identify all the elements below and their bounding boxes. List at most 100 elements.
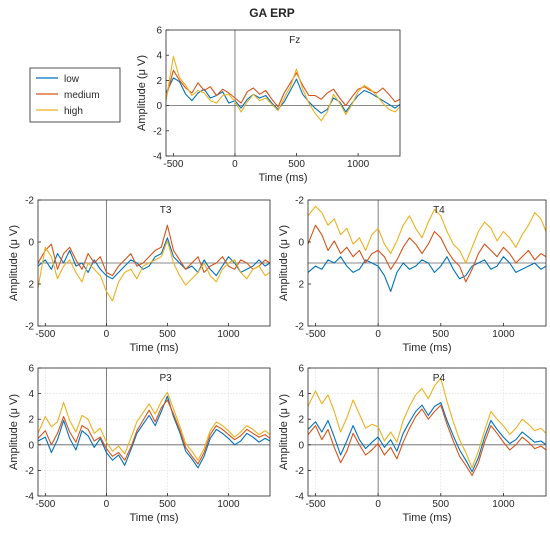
y-axis-label-fz: Amplitude (μ V): [136, 55, 148, 131]
y-axis-label-p4: Amplitude (μ V): [278, 394, 290, 470]
panel-t3: -500 0 500 1000 -2 0 2 -2 T3 Time (ms) Amplitude (…: [8, 196, 271, 354]
y-tick-label-fz-3: 2: [156, 76, 162, 87]
y-tick-label-p4-1: -2: [295, 466, 304, 477]
series-group-fz: [166, 55, 400, 122]
x-tick-label-t3-1: 0: [104, 329, 110, 340]
series-line-p3-high: [38, 391, 270, 461]
y-axis-label-t4: Amplitude (μ V): [278, 225, 290, 301]
x-tick-label-fz-0: -500: [163, 159, 183, 170]
series-group-t3: [38, 224, 270, 302]
y-tick-label-p3-4: 4: [28, 389, 34, 400]
y-tick-label-p4-4: 4: [298, 389, 304, 400]
series-line-p4-high: [308, 377, 546, 469]
x-axis-label-p3: Time (ms): [129, 512, 178, 524]
y-tick-label-t3-2: 2: [28, 280, 34, 291]
y-tick-label-p4-3: 2: [298, 415, 304, 426]
x-axis-label-p4: Time (ms): [402, 512, 451, 524]
series-line-t4-low: [308, 256, 546, 292]
series-line-p3-medium: [38, 399, 270, 465]
x-tick-label-p3-1: 0: [104, 499, 110, 510]
panel-fz: -500 0 500 1000 -4 -2 0 2 4 6 Fz Time (ms) Amplitude…: [136, 26, 401, 184]
panel-title-t3: T3: [160, 205, 172, 216]
y-tick-label-fz-5: 6: [156, 26, 162, 37]
series-group-p4: [308, 377, 546, 477]
series-line-t4-high: [308, 205, 546, 264]
panel-title-p4: P4: [433, 373, 446, 384]
panel-t4: -500 0 500 1000 -2 0 2 -2 T4 Time (ms) Amplitude (…: [278, 196, 547, 354]
x-tick-label-p4-3: 1000: [492, 499, 515, 510]
axes-frame-p3: [37, 367, 271, 497]
panel-title-t4: T4: [433, 205, 445, 216]
series-line-t3-medium: [38, 224, 270, 277]
x-tick-label-fz-3: 1000: [347, 159, 370, 170]
y-tick-label-p3-2: 0: [28, 440, 34, 451]
x-tick-label-p3-2: 500: [159, 499, 176, 510]
legend-entry-low: low: [36, 74, 80, 85]
y-tick-label-p3-1: -2: [25, 466, 34, 477]
x-axis-label-t3: Time (ms): [129, 342, 178, 354]
y-tick-label-t4-2: 2: [298, 280, 304, 291]
x-tick-label-t4-2: 500: [432, 329, 449, 340]
y-tick-label-p3-5: 6: [28, 364, 34, 375]
x-tick-label-fz-1: 0: [232, 159, 238, 170]
series-line-fz-low: [166, 77, 400, 114]
panel-p4: -500 0 500 1000 -4 -2 0 2 4 6 P4 Time (ms) Amplitude…: [278, 364, 547, 524]
y-tick-label-p3-3: 2: [28, 415, 34, 426]
figure-title: GA ERP: [249, 6, 295, 20]
series-group-t4: [308, 205, 546, 292]
x-tick-label-p4-0: -500: [306, 499, 326, 510]
x-tick-label-p3-3: 1000: [217, 499, 240, 510]
series-line-t4-medium: [308, 224, 546, 283]
y-tick-label-fz-1: -2: [153, 126, 162, 137]
y-tick-label-fz-2: 0: [156, 101, 162, 112]
x-axis-label-t4: Time (ms): [402, 342, 451, 354]
legend: low medium high: [29, 67, 121, 123]
y-tick-label-t3-3: -2: [25, 322, 34, 333]
series-line-p4-low: [308, 402, 546, 473]
x-tick-label-t3-0: -500: [35, 329, 55, 340]
y-tick-label-p4-0: -4: [295, 492, 304, 503]
x-tick-label-t4-3: 1000: [492, 329, 515, 340]
y-tick-label-p3-0: -4: [25, 492, 34, 503]
y-tick-label-fz-0: -4: [153, 152, 162, 163]
legend-entry-medium: medium: [36, 90, 100, 101]
panels: -500 0 500 1000 -4 -2 0 2 4 6 Fz Time (ms) Amplitude…: [8, 26, 547, 524]
legend-label-medium: medium: [64, 90, 100, 101]
axes-frame-t4: [307, 199, 547, 327]
y-axis-label-t3: Amplitude (μ V): [8, 225, 20, 301]
plot-area-fz: [166, 30, 400, 156]
x-tick-label-t3-2: 500: [159, 329, 176, 340]
series-line-p4-medium: [308, 404, 546, 477]
panel-title-fz: Fz: [289, 35, 300, 46]
y-tick-label-t4-3: -2: [295, 322, 304, 333]
x-tick-label-p4-2: 500: [432, 499, 449, 510]
series-line-t3-high: [38, 240, 270, 302]
x-tick-label-p3-0: -500: [35, 499, 55, 510]
x-tick-label-t4-0: -500: [306, 329, 326, 340]
y-tick-label-t4-0: -2: [295, 196, 304, 207]
panel-p3: -500 0 500 1000 -4 -2 0 2 4 6 P3 Time (ms) Amplitude…: [8, 364, 271, 524]
y-tick-label-t4-1: 0: [298, 238, 304, 249]
y-tick-label-p4-2: 0: [298, 440, 304, 451]
panel-title-p3: P3: [159, 373, 172, 384]
x-tick-label-t3-3: 1000: [217, 329, 240, 340]
axes-frame-t3: [37, 199, 271, 327]
series-line-p3-low: [38, 395, 270, 469]
x-tick-label-t4-1: 0: [375, 329, 381, 340]
axes-frame-p4: [307, 367, 547, 497]
legend-box: [29, 67, 121, 123]
y-axis-label-p3: Amplitude (μ V): [8, 394, 20, 470]
series-group-p3: [38, 391, 270, 469]
legend-entry-high: high: [36, 106, 83, 117]
plot-area-p3: [38, 368, 270, 496]
y-tick-label-t3-1: 0: [28, 238, 34, 249]
plot-area-p4: [308, 368, 546, 496]
series-line-fz-high: [166, 55, 400, 122]
x-tick-label-fz-2: 500: [288, 159, 305, 170]
y-tick-label-t3-0: -2: [25, 196, 34, 207]
axes-frame-fz: [165, 29, 401, 157]
x-tick-label-p4-1: 0: [375, 499, 381, 510]
legend-label-high: high: [64, 106, 83, 117]
legend-label-low: low: [64, 74, 80, 85]
